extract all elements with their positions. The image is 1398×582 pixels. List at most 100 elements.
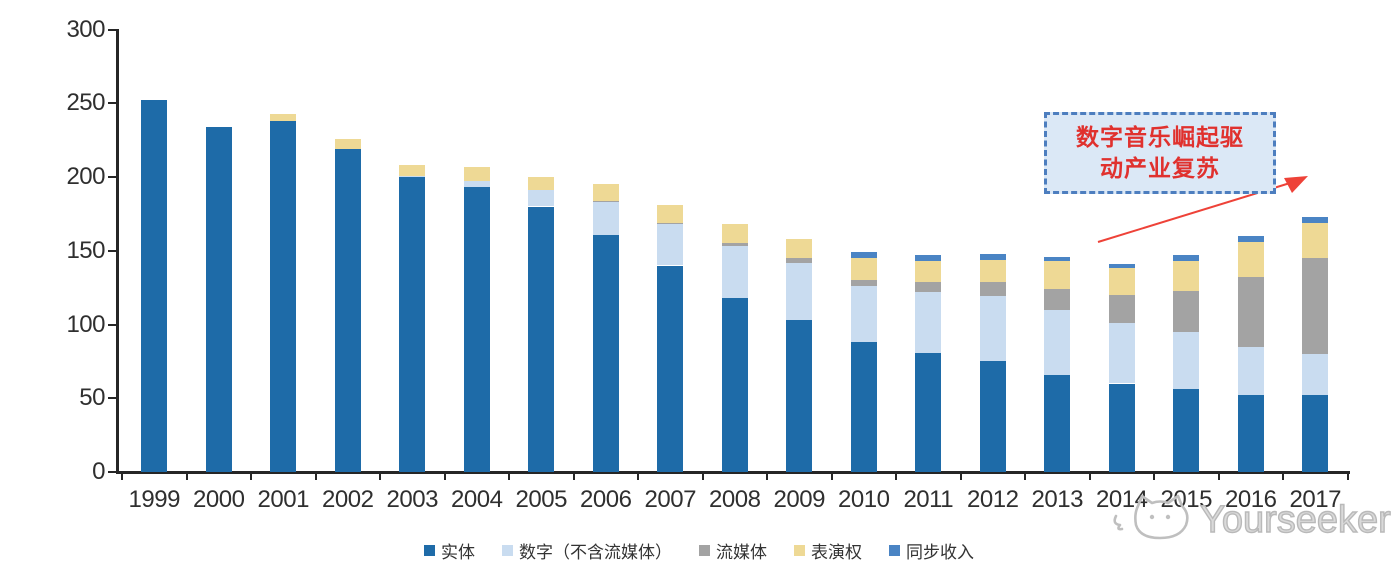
- x-tick: [1024, 472, 1026, 480]
- x-tick: [443, 472, 446, 480]
- x-axis-label: 2016: [1225, 486, 1277, 513]
- legend-label: 流媒体: [716, 542, 767, 562]
- bar-segment-表演权: [1108, 268, 1135, 295]
- x-tick: [766, 472, 768, 480]
- bar-segment-同步收入: [1173, 255, 1200, 262]
- y-tick: [108, 249, 116, 252]
- bar-segment-数字（不含流媒体）: [915, 292, 942, 353]
- bar-segment-流媒体: [1044, 289, 1071, 310]
- legend-swatch-icon: [502, 544, 513, 556]
- legend-item: 同步收入: [889, 538, 974, 563]
- x-axis-label: 2006: [580, 486, 632, 513]
- bar-segment-实体: [399, 177, 426, 472]
- bar-segment-实体: [850, 342, 877, 472]
- bar-segment-实体: [334, 148, 361, 472]
- bar-segment-数字（不含流媒体）: [657, 224, 684, 266]
- bar-segment-实体: [1302, 395, 1329, 472]
- bar-segment-实体: [1044, 374, 1071, 472]
- x-tick: [508, 472, 510, 480]
- bar-segment-流媒体: [979, 281, 1006, 297]
- legend-item: 数字（不含流媒体）: [502, 538, 672, 563]
- bar-segment-数字（不含流媒体）: [592, 202, 619, 235]
- y-tick-label: 300: [66, 15, 105, 43]
- bar-segment-流媒体: [1173, 290, 1200, 332]
- legend-item: 表演权: [794, 538, 862, 563]
- bar-segment-数字（不含流媒体）: [1108, 323, 1135, 384]
- bar-segment-实体: [270, 120, 297, 472]
- bar-segment-流媒体: [657, 222, 684, 225]
- bar-segment-数字（不含流媒体）: [721, 246, 748, 298]
- x-axis-line: [116, 471, 1350, 474]
- bar-segment-实体: [1108, 383, 1135, 472]
- bar-segment-同步收入: [1237, 236, 1264, 242]
- legend-label: 数字（不含流媒体）: [519, 542, 672, 562]
- legend-swatch-icon: [794, 544, 805, 556]
- bar-segment-实体: [528, 206, 555, 472]
- bar-segment-表演权: [1044, 261, 1071, 290]
- legend-item: 实体: [424, 538, 475, 563]
- bar-segment-流媒体: [721, 243, 748, 247]
- bar-segment-数字（不含流媒体）: [979, 296, 1006, 362]
- legend-swatch-icon: [699, 544, 710, 556]
- x-tick: [637, 472, 639, 480]
- bar-segment-流媒体: [850, 280, 877, 287]
- x-tick: [185, 472, 188, 480]
- bar-segment-表演权: [721, 224, 748, 244]
- bar-segment-同步收入: [915, 255, 942, 262]
- bar-segment-同步收入: [850, 252, 877, 259]
- bar-segment-实体: [463, 187, 490, 472]
- y-tick-label: 200: [66, 163, 105, 190]
- x-tick: [379, 472, 381, 480]
- bar-segment-实体: [592, 234, 619, 472]
- bar-segment-实体: [1237, 395, 1264, 472]
- y-axis-line: [116, 29, 119, 474]
- bar-segment-表演权: [979, 259, 1006, 282]
- bar-segment-表演权: [334, 138, 361, 149]
- legend-label: 表演权: [811, 542, 862, 562]
- bar-segment-表演权: [463, 166, 490, 182]
- bar-segment-数字（不含流媒体）: [399, 175, 426, 177]
- bar-segment-表演权: [915, 261, 942, 282]
- bar-segment-流媒体: [786, 258, 813, 263]
- bar-segment-数字（不含流媒体）: [850, 286, 877, 343]
- x-tick: [830, 472, 833, 480]
- bar-segment-实体: [721, 297, 748, 472]
- bar-segment-同步收入: [1108, 264, 1135, 269]
- bar-segment-数字（不含流媒体）: [1237, 346, 1264, 396]
- bar-segment-数字（不含流媒体）: [463, 181, 490, 188]
- x-axis-label: 2011: [903, 486, 954, 513]
- bar-segment-流媒体: [915, 281, 942, 293]
- y-tick: [108, 28, 116, 31]
- bar-segment-同步收入: [1044, 256, 1071, 262]
- bar-segment-实体: [205, 126, 232, 472]
- x-tick: [1088, 472, 1091, 480]
- legend-item: 流媒体: [699, 538, 767, 563]
- x-axis-label: 2003: [386, 486, 439, 513]
- x-axis-label: 2001: [257, 486, 310, 513]
- legend-swatch-icon: [424, 544, 435, 556]
- bar-segment-同步收入: [979, 253, 1006, 260]
- x-axis-label: 2002: [322, 486, 374, 513]
- x-axis-label: 2017: [1289, 486, 1342, 513]
- bar-segment-同步收入: [1302, 216, 1329, 223]
- bar-segment-实体: [1173, 389, 1200, 472]
- x-axis-label: 2000: [193, 486, 245, 513]
- bar-segment-实体: [657, 265, 684, 472]
- x-tick: [959, 472, 962, 480]
- y-tick: [108, 102, 116, 105]
- x-tick: [121, 472, 123, 480]
- y-tick: [108, 471, 116, 473]
- x-tick: [1346, 472, 1349, 480]
- chart-legend: 实体 数字（不含流媒体） 流媒体 表演权 同步收入: [0, 537, 1398, 563]
- x-axis-label: 2005: [515, 486, 568, 513]
- x-tick: [314, 472, 317, 480]
- bar-segment-实体: [979, 361, 1006, 472]
- y-tick-label: 0: [92, 458, 105, 485]
- bar-segment-表演权: [786, 238, 813, 259]
- annotation-text-line2: 动产业复苏: [1100, 155, 1220, 181]
- y-tick-label: 250: [66, 89, 105, 117]
- x-axis-label: 2009: [773, 486, 826, 513]
- x-axis-label: 1999: [128, 486, 181, 513]
- bar-segment-表演权: [850, 258, 877, 281]
